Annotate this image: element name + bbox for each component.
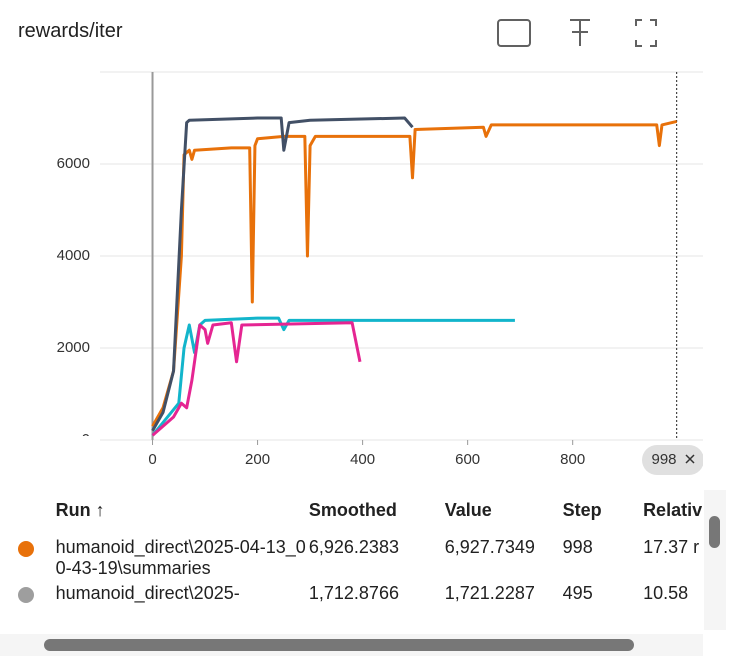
cell: 495	[562, 583, 593, 603]
cell: 1,721.2287	[444, 583, 535, 603]
run-color	[18, 581, 56, 606]
y-tick-label: 0	[82, 431, 90, 448]
cell: 6,926.2383	[308, 537, 399, 557]
series-line	[151, 119, 678, 427]
cursor-badge[interactable]	[642, 445, 703, 475]
cell: 1,712.8766	[308, 583, 399, 603]
cell: humanoid_direct\2025-04-13_00-43-19\summ…	[55, 537, 306, 578]
run-color	[18, 535, 56, 581]
y-tick-label: 6000	[57, 155, 90, 172]
y-labels: 0 2000 4000 6000 8000	[57, 63, 90, 448]
cell: 6,927.7349	[444, 537, 535, 557]
x-tick-label: 0	[148, 451, 156, 468]
col-spacer	[18, 496, 56, 535]
series-line	[151, 321, 362, 437]
close-icon[interactable]	[685, 454, 695, 464]
h-scrollbar[interactable]	[0, 634, 703, 656]
v-scrollbar[interactable]	[704, 490, 726, 630]
column-header: Relativ	[643, 500, 703, 520]
color-dot	[18, 587, 34, 603]
fit-icon[interactable]	[497, 19, 531, 47]
y-tick-label: 4000	[57, 247, 90, 264]
y-tick-label: 8000	[57, 63, 90, 80]
x-tick-label: 800	[560, 451, 585, 468]
series-line	[151, 116, 414, 432]
y-tick-label: 2000	[57, 339, 90, 356]
pin-icon[interactable]	[570, 19, 590, 46]
column-header: Run ↑	[55, 500, 105, 520]
cell: humanoid_direct\2025-	[55, 583, 240, 603]
card: rewards/iter 0 2000 4000 6000 8000 0 200 400 600…	[18, 19, 703, 606]
chart: 0 2000 4000 6000 8000 0 200 400 600 800 998	[57, 19, 703, 475]
x-tick-label: 200	[245, 451, 270, 468]
fullscreen-icon[interactable]	[635, 19, 657, 47]
runs-table: Run ↑ Smoothed Value Step Relativ humanoid_d…	[18, 496, 703, 606]
cell: 10.58	[643, 583, 689, 603]
cell: 998	[562, 537, 593, 557]
cell: 17.37 r	[643, 537, 700, 557]
column-header: Step	[562, 500, 602, 520]
color-dot	[18, 541, 34, 557]
series-line	[151, 316, 515, 437]
x-tick-label: 600	[455, 451, 480, 468]
column-header: Value	[444, 500, 492, 520]
column-header: Smoothed	[308, 500, 397, 520]
x-tick-label: 400	[350, 451, 375, 468]
cursor-label: 998	[651, 451, 676, 468]
card-title: rewards/iter	[18, 20, 123, 42]
